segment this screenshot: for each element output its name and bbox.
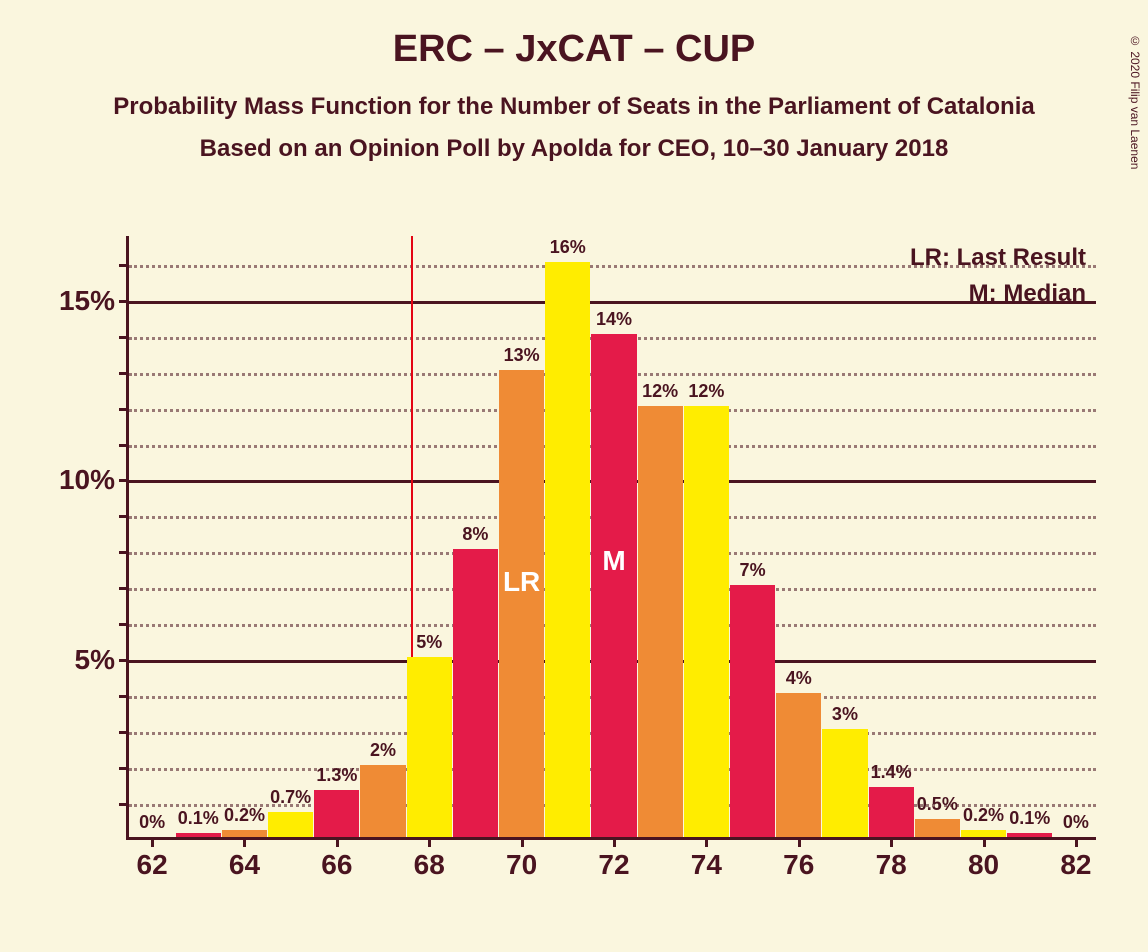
y-tick bbox=[119, 803, 129, 806]
x-axis-label: 74 bbox=[691, 837, 722, 881]
y-tick bbox=[119, 264, 129, 267]
y-tick bbox=[119, 408, 129, 411]
bar: 16% bbox=[545, 262, 590, 837]
bar-value-label: 0.2% bbox=[963, 805, 1004, 830]
bar-value-label: 0.5% bbox=[917, 794, 958, 819]
x-axis-label: 66 bbox=[321, 837, 352, 881]
y-tick bbox=[119, 551, 129, 554]
y-tick bbox=[119, 444, 129, 447]
legend-lr: LR: Last Result bbox=[910, 244, 1086, 272]
bar-value-label: 4% bbox=[786, 668, 812, 693]
bar-value-label: 12% bbox=[642, 381, 678, 406]
y-tick bbox=[119, 336, 129, 339]
bar-value-label: 0.7% bbox=[270, 787, 311, 812]
y-tick bbox=[119, 695, 129, 698]
bar: 1.3% bbox=[314, 790, 359, 837]
x-axis-label: 76 bbox=[783, 837, 814, 881]
chart-subtitle-2: Based on an Opinion Poll by Apolda for C… bbox=[0, 135, 1148, 163]
y-tick bbox=[119, 515, 129, 518]
gridline bbox=[129, 301, 1096, 304]
bar: 0.1% bbox=[1007, 833, 1052, 837]
y-tick bbox=[119, 372, 129, 375]
bar-value-label: 1.3% bbox=[316, 765, 357, 790]
bar: 0.7% bbox=[268, 812, 313, 837]
chart-subtitle-1: Probability Mass Function for the Number… bbox=[0, 93, 1148, 121]
legend-m: M: Median bbox=[969, 280, 1086, 308]
x-axis-label: 82 bbox=[1060, 837, 1091, 881]
bar-value-label: 0.1% bbox=[178, 808, 219, 833]
bar: 3% bbox=[822, 729, 867, 837]
bar-marker-lr: LR bbox=[499, 566, 544, 598]
bar: 0.1% bbox=[176, 833, 221, 837]
bar: 0.2% bbox=[961, 830, 1006, 837]
x-axis-label: 62 bbox=[137, 837, 168, 881]
y-axis-label: 10% bbox=[59, 464, 129, 496]
bar: 0.2% bbox=[222, 830, 267, 837]
copyright-text: © 2020 Filip van Laenen bbox=[1128, 34, 1142, 169]
y-tick bbox=[119, 731, 129, 734]
bar: 14%M bbox=[591, 334, 636, 837]
bar-value-label: 0% bbox=[139, 812, 165, 837]
bar-value-label: 2% bbox=[370, 740, 396, 765]
chart-title: ERC – JxCAT – CUP bbox=[0, 28, 1148, 71]
bar: 8% bbox=[453, 549, 498, 837]
x-axis-label: 68 bbox=[414, 837, 445, 881]
y-axis-label: 15% bbox=[59, 285, 129, 317]
bar-marker-m: M bbox=[591, 545, 636, 577]
bar: 0.5% bbox=[915, 819, 960, 837]
bar-value-label: 3% bbox=[832, 704, 858, 729]
bar-value-label: 16% bbox=[550, 237, 586, 262]
bar-value-label: 7% bbox=[740, 560, 766, 585]
bar: 13%LR bbox=[499, 370, 544, 837]
bar: 4% bbox=[776, 693, 821, 837]
bar-value-label: 12% bbox=[688, 381, 724, 406]
bar-value-label: 0.1% bbox=[1009, 808, 1050, 833]
y-tick bbox=[119, 767, 129, 770]
x-axis-label: 64 bbox=[229, 837, 260, 881]
x-axis-label: 72 bbox=[598, 837, 629, 881]
bar: 5% bbox=[407, 657, 452, 837]
x-axis-label: 70 bbox=[506, 837, 537, 881]
bar-value-label: 0.2% bbox=[224, 805, 265, 830]
gridline bbox=[129, 265, 1096, 268]
bar-value-label: 14% bbox=[596, 309, 632, 334]
plot-area: LR: Last Result M: Median 5%10%15%626466… bbox=[126, 236, 1096, 840]
bar-value-label: 5% bbox=[416, 632, 442, 657]
bar: 2% bbox=[360, 765, 405, 837]
x-axis-label: 78 bbox=[876, 837, 907, 881]
y-tick bbox=[119, 623, 129, 626]
bar: 1.4% bbox=[869, 787, 914, 837]
bar-value-label: 1.4% bbox=[871, 762, 912, 787]
y-axis-label: 5% bbox=[75, 644, 129, 676]
bar-value-label: 8% bbox=[462, 524, 488, 549]
bar-value-label: 0% bbox=[1063, 812, 1089, 837]
bar: 12% bbox=[684, 406, 729, 837]
x-axis-label: 80 bbox=[968, 837, 999, 881]
bar-value-label: 13% bbox=[504, 345, 540, 370]
bar: 7% bbox=[730, 585, 775, 837]
y-tick bbox=[119, 587, 129, 590]
bar: 12% bbox=[638, 406, 683, 837]
